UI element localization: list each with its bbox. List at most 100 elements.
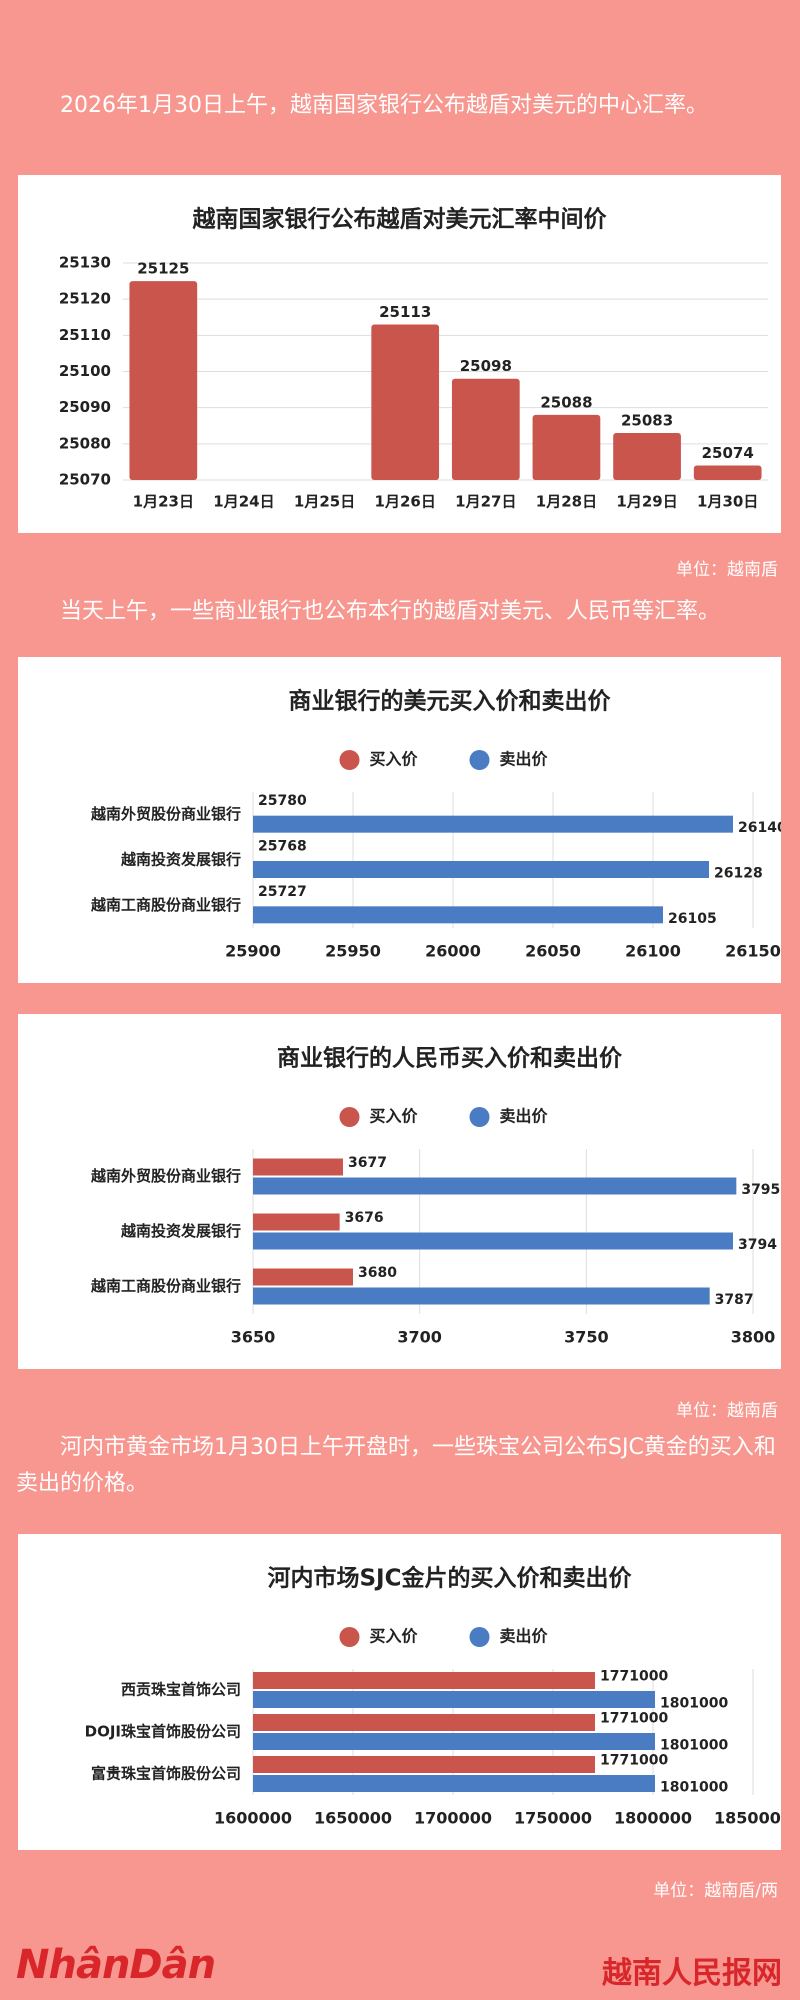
value-label: 25768	[258, 839, 307, 855]
bar	[253, 1756, 595, 1773]
logo: NhânDân	[16, 1942, 216, 1988]
legend-marker	[339, 750, 360, 770]
x-tick-label: 1600000	[214, 1809, 292, 1828]
value-label: 1801000	[660, 1738, 728, 1754]
value-label: 25780	[258, 793, 307, 809]
y-tick-label: 25070	[59, 471, 111, 489]
value-label: 1771000	[600, 1669, 668, 1685]
legend-label: 买入价	[370, 1107, 419, 1126]
x-tick-label: 1850000	[714, 1809, 781, 1828]
x-tick-label: 3700	[397, 1328, 442, 1347]
chart-title: 河内市场SJC金片的买入价和卖出价	[267, 1565, 632, 1592]
y-tick-label: DOJI珠宝首饰股份公司	[85, 1723, 241, 1741]
unit-label: 单位：越南盾/两	[653, 1881, 778, 1901]
x-tick-label: 26100	[625, 942, 681, 961]
value-label: 25074	[702, 444, 754, 462]
y-tick-label: 25080	[59, 434, 111, 452]
value-label: 26105	[668, 911, 717, 927]
bar	[693, 465, 762, 480]
unit-label: 单位：越南盾	[676, 560, 778, 580]
unit-label: 单位：越南盾	[676, 1401, 778, 1421]
bar	[253, 1287, 710, 1305]
y-tick-label: 越南外贸股份商业银行	[90, 805, 241, 823]
value-label: 25083	[621, 411, 673, 429]
x-tick-label: 26150	[725, 942, 781, 961]
bar	[129, 281, 198, 480]
x-tick-label: 1750000	[514, 1809, 592, 1828]
legend-label: 卖出价	[500, 1627, 549, 1646]
chart-panel: 越南国家银行公布越盾对美元汇率中间价 25070 25080 25090 25100 25…	[18, 175, 781, 533]
chart-title: 商业银行的人民币买入价和卖出价	[277, 1045, 623, 1072]
y-tick-label: 越南投资发展银行	[120, 1222, 241, 1240]
x-tick-label: 1月29日	[616, 493, 677, 511]
paragraph: 2026年1月30日上午，越南国家银行公布越盾对美元的中心汇率。	[60, 93, 708, 118]
x-tick-label: 1650000	[314, 1809, 392, 1828]
value-label: 3787	[715, 1292, 754, 1308]
bar	[253, 1268, 353, 1286]
y-tick-label: 越南工商股份商业银行	[90, 896, 241, 914]
bar	[253, 1775, 655, 1792]
y-tick-label: 越南外贸股份商业银行	[90, 1167, 241, 1185]
x-tick-label: 1月25日	[294, 493, 355, 511]
y-tick-label: 富贵珠宝首饰股份公司	[91, 1765, 241, 1783]
value-label: 25125	[137, 260, 189, 278]
x-tick-label: 26000	[425, 942, 481, 961]
x-tick-label: 1月27日	[455, 493, 516, 511]
x-tick-label: 1月28日	[536, 493, 597, 511]
y-tick-label: 西贡珠宝首饰公司	[121, 1681, 241, 1699]
legend-marker	[469, 750, 490, 770]
x-tick-label: 1月30日	[697, 493, 758, 511]
y-tick-label: 25110	[59, 326, 111, 344]
bar	[253, 1177, 737, 1195]
value-label: 26140	[738, 820, 781, 836]
bar	[613, 432, 681, 480]
value-label: 3794	[738, 1237, 777, 1253]
bar	[371, 324, 440, 480]
bar	[253, 815, 733, 833]
value-label: 3680	[358, 1265, 397, 1281]
legend-label: 买入价	[370, 1627, 419, 1646]
value-label: 25088	[540, 393, 592, 411]
legend-marker	[469, 1107, 490, 1127]
bar	[253, 1691, 655, 1708]
y-tick-label: 25120	[59, 290, 111, 308]
bar	[532, 414, 601, 480]
y-tick-label: 越南投资发展银行	[120, 851, 241, 869]
x-tick-label: 25950	[325, 942, 381, 961]
bar	[253, 1714, 595, 1731]
bar	[253, 1672, 595, 1689]
x-tick-label: 25900	[225, 942, 281, 961]
x-tick-label: 1月23日	[133, 493, 194, 511]
paragraph: 当天上午，一些商业银行也公布本行的越盾对美元、人民币等汇率。	[60, 599, 721, 624]
bar	[253, 1232, 733, 1250]
value-label: 1771000	[600, 1753, 668, 1769]
x-tick-label: 3750	[564, 1328, 609, 1347]
value-label: 1801000	[660, 1780, 728, 1796]
paragraph: 河内市黄金市场1月30日上午开盘时，一些珠宝公司公布SJC黄金的买入和卖出的价格…	[16, 1435, 776, 1496]
legend-label: 买入价	[370, 750, 419, 769]
x-tick-label: 1700000	[414, 1809, 492, 1828]
bar	[451, 378, 520, 480]
value-label: 3795	[741, 1182, 780, 1198]
x-tick-label: 1800000	[614, 1809, 692, 1828]
x-tick-label: 1月24日	[213, 493, 274, 511]
chart-title: 商业银行的美元买入价和卖出价	[289, 688, 612, 715]
value-label: 26128	[714, 866, 763, 882]
legend-marker	[469, 1627, 490, 1647]
legend-label: 卖出价	[500, 750, 549, 769]
bar	[253, 906, 663, 924]
x-tick-label: 26050	[525, 942, 581, 961]
bar	[253, 861, 709, 878]
value-label: 1771000	[600, 1711, 668, 1727]
x-tick-label: 1月26日	[375, 493, 436, 511]
y-tick-label: 越南工商股份商业银行	[90, 1277, 241, 1295]
legend-label: 卖出价	[500, 1107, 549, 1126]
value-label: 1801000	[660, 1696, 728, 1712]
y-tick-label: 25090	[59, 398, 111, 416]
bar	[253, 1158, 343, 1176]
value-label: 25113	[379, 303, 431, 321]
